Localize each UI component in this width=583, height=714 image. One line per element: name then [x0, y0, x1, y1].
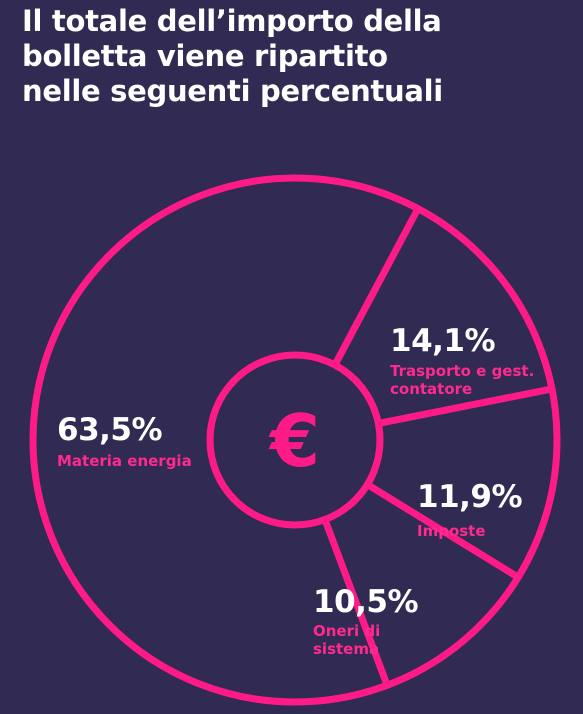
title-line-3: nelle seguenti percentuali [22, 74, 443, 108]
title-line-2: bolletta viene ripartito [22, 39, 388, 73]
divider-trasporto-imposte [374, 385, 556, 427]
slice-label-trasporto-line-2: contatore [390, 380, 473, 398]
euro-icon: € [268, 399, 320, 483]
slice-label-oneri-line-2: sistema [313, 640, 380, 658]
slice-label-trasporto-line-1: Trasporto e gest. [390, 362, 535, 380]
slice-label-trasporto: Trasporto e gest. contatore [390, 362, 534, 398]
slice-value-trasporto: 14,1% [390, 323, 496, 359]
divider-trasporto-start [331, 205, 422, 369]
slice-value-materia: 63,5% [57, 412, 163, 448]
slice-label-imposte-line-1: Imposte [417, 522, 486, 540]
divider-imposte-oneri [363, 481, 522, 581]
pie-dividers [321, 205, 556, 689]
chart-title: Il totale dell’importo della bolletta vi… [22, 4, 567, 109]
slice-label-materia-line-1: Materia energia [57, 452, 192, 470]
slice-label-oneri-line-1: Oneri di [313, 622, 381, 640]
pie-outer-ring [29, 174, 561, 706]
center-circle [206, 351, 384, 529]
slice-label-imposte: Imposte [417, 522, 486, 540]
slice-value-oneri: 10,5% [313, 584, 419, 620]
title-line-1: Il totale dell’importo della [22, 4, 442, 38]
slice-value-imposte: 11,9% [417, 479, 523, 515]
slice-label-oneri: Oneri di sistema [313, 622, 380, 658]
slice-label-materia: Materia energia [57, 452, 192, 470]
divider-oneri-materia [321, 516, 391, 689]
